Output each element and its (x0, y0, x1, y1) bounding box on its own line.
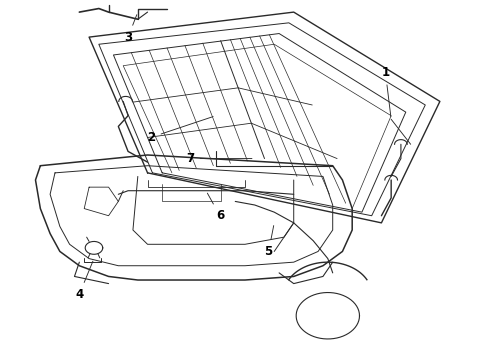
Text: 5: 5 (265, 226, 274, 258)
Text: 6: 6 (207, 193, 224, 222)
Text: 1: 1 (381, 66, 391, 117)
Text: 2: 2 (147, 117, 213, 144)
Text: 3: 3 (124, 15, 137, 44)
Text: 7: 7 (187, 152, 252, 165)
Text: 4: 4 (75, 261, 93, 301)
